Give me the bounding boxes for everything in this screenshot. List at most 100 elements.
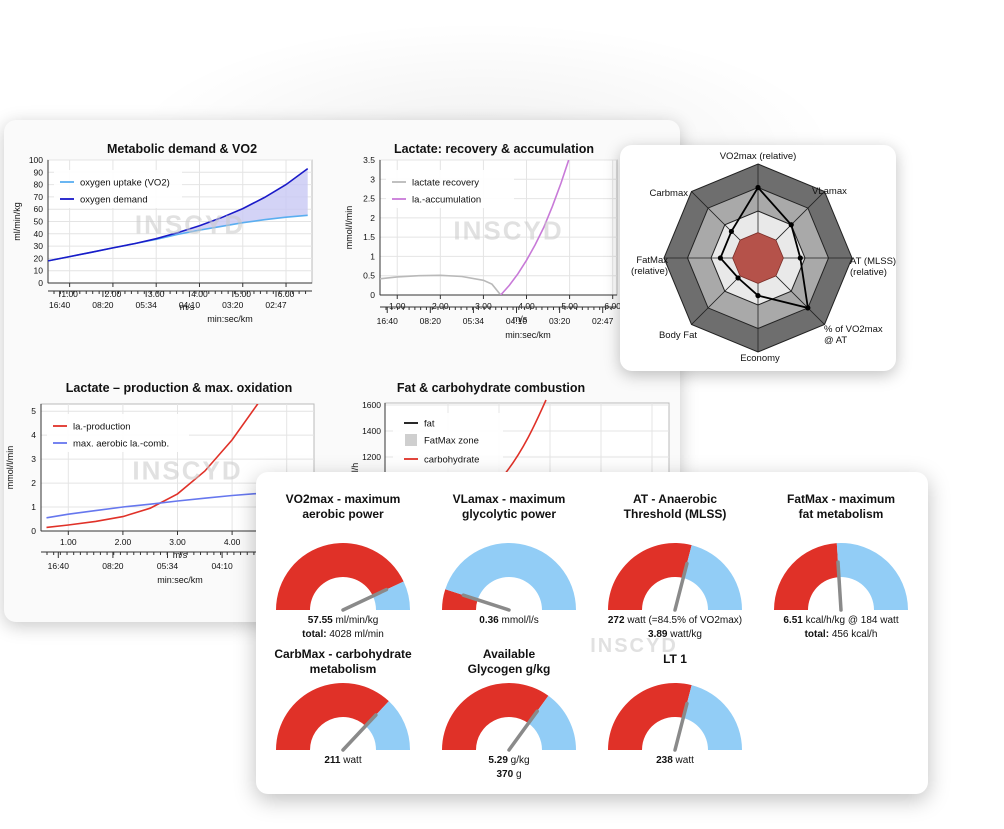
watermark: INSCYD (453, 216, 563, 246)
radar-point (788, 222, 794, 228)
gauge-filled-arc (442, 589, 478, 610)
radar-point (717, 255, 723, 261)
secondary-tick-label: 03:20 (222, 300, 244, 310)
radar-axis-label: @ AT (824, 335, 847, 346)
y-tick-label: 80 (34, 180, 44, 190)
legend-box (47, 414, 189, 452)
x-tick-label: 3.00 (169, 537, 186, 547)
radar-axis-label: VO2max (relative) (720, 151, 797, 162)
y-tick-label: 1400 (362, 426, 381, 436)
chart-2: Lactate: recovery & accumulation 1.00 2.00… (344, 142, 621, 340)
y-tick-label: 1.5 (363, 232, 375, 242)
radar-axis-label: (relative) (631, 266, 668, 277)
gauge-remaining-arc (836, 543, 908, 610)
radar-point (728, 228, 735, 235)
x-tick-label: 5.00 (234, 289, 251, 299)
gauge-remaining-arc (683, 545, 742, 610)
y-axis-label: mmol/l/min (5, 446, 15, 490)
legend-label: oxygen demand (80, 195, 148, 206)
y-tick-label: 10 (34, 266, 44, 276)
gauge-needle (673, 701, 689, 752)
gauge-filled-arc (608, 683, 692, 750)
radar-axis-label: AT (MLSS) (850, 256, 896, 267)
y-tick-label: 50 (34, 217, 44, 227)
y-tick-label: 20 (34, 253, 44, 263)
y-tick-label: 30 (34, 241, 44, 251)
x-tick-label: 1.00 (60, 537, 77, 547)
chart-title: Fat & carbohydrate combustion (397, 381, 585, 395)
secondary-tick-label: 16:40 (377, 316, 399, 326)
legend-label: lactate recovery (412, 178, 479, 189)
secondary-tick-label: 16:40 (48, 561, 70, 571)
y-tick-label: 5 (31, 406, 36, 416)
gauge-remaining-arc (528, 695, 576, 750)
watermark: INSCYD (590, 635, 678, 657)
legend-label: max. aerobic la.-comb. (73, 439, 169, 450)
y-tick-label: 2.5 (363, 194, 375, 204)
x-tick-label: 5.00 (561, 301, 578, 311)
gauge-remaining-arc (683, 685, 742, 750)
gauge-value: 211 watt (324, 755, 362, 766)
y-axis-label: mmol/l/min (344, 206, 354, 250)
radar-panel: VO2max (relative) VLamax AT (MLSS) (relativ… (620, 145, 896, 371)
y-tick-label: 1 (370, 251, 375, 261)
gauge-remaining-arc (365, 701, 410, 750)
gauge-value: 57.55 ml/min/kg total: 4028 ml/min (302, 615, 384, 640)
radar-axis-label: Body Fat (659, 330, 697, 341)
y-tick-label: 3.5 (363, 155, 375, 165)
gauge-needle (341, 587, 389, 612)
y-tick-label: 4 (31, 430, 36, 440)
x-tick-label: 3.00 (475, 301, 492, 311)
secondary-tick-label: 02:47 (592, 316, 614, 326)
gauge-panel: INSCYD VO2max - maximum aerobic power 57.5… (256, 472, 928, 794)
x-tick-label: 6.00 (604, 301, 621, 311)
y-axis-label: al/h (350, 463, 360, 478)
legend-label: FatMax zone (424, 436, 479, 447)
y-tick-label: 1600 (362, 400, 381, 410)
secondary-axis-label: min:sec/km (207, 314, 253, 324)
legend-label: la.-production (73, 422, 131, 433)
x-tick-label: 1.00 (389, 301, 406, 311)
y-tick-label: 0.5 (363, 271, 375, 281)
gauge-needle (461, 593, 511, 612)
y-tick-label: 60 (34, 204, 44, 214)
gauge-title: FatMax - maximum fat metabolism (786, 492, 896, 521)
gauge-title: VLamax - maximum glycolytic power (452, 492, 566, 521)
y-tick-label: 0 (31, 526, 36, 536)
y-tick-label: 2 (370, 213, 375, 223)
gauge-title: Available Glycogen g/kg (467, 647, 551, 676)
chart-title: Metabolic demand & VO2 (107, 142, 257, 156)
secondary-tick-label: 08:20 (92, 300, 114, 310)
gauge-4 (774, 543, 908, 612)
series-line (48, 167, 309, 262)
radar-point (805, 305, 811, 311)
legend-swatch (405, 434, 417, 446)
series-line (500, 160, 570, 295)
gauge-value: 272 watt (=84.5% of VO2max) 3.89 watt/kg (607, 615, 743, 640)
radar-point (755, 184, 761, 191)
secondary-tick-label: 08:20 (102, 561, 124, 571)
radar-axis-label: FatMax (636, 255, 668, 266)
x-axis-label: m/s (513, 314, 528, 324)
radar-core (732, 232, 784, 284)
legend-label: fat (424, 419, 435, 430)
gauge-remaining-arc (445, 543, 576, 610)
gauges-svg: INSCYD (276, 543, 908, 752)
secondary-axis-label: min:sec/km (157, 575, 203, 585)
gauge-needle (836, 560, 843, 612)
gauge-filled-arc (276, 543, 404, 610)
radar-axis-label: % of VO2max (824, 324, 883, 335)
gauge-2 (442, 543, 576, 612)
x-tick-label: 2.00 (432, 301, 449, 311)
series-line (380, 274, 502, 295)
x-tick-label: 4.00 (224, 537, 241, 547)
secondary-tick-label: 05:34 (463, 316, 485, 326)
secondary-tick-label: 05:34 (157, 561, 179, 571)
y-tick-label: 100 (29, 155, 43, 165)
legend-label: carbohydrate (424, 455, 479, 466)
watermark: INSCYD (135, 210, 245, 240)
radar-point (755, 293, 761, 299)
radar-point (735, 275, 741, 281)
legend-label: oxygen uptake (VO2) (80, 178, 170, 189)
